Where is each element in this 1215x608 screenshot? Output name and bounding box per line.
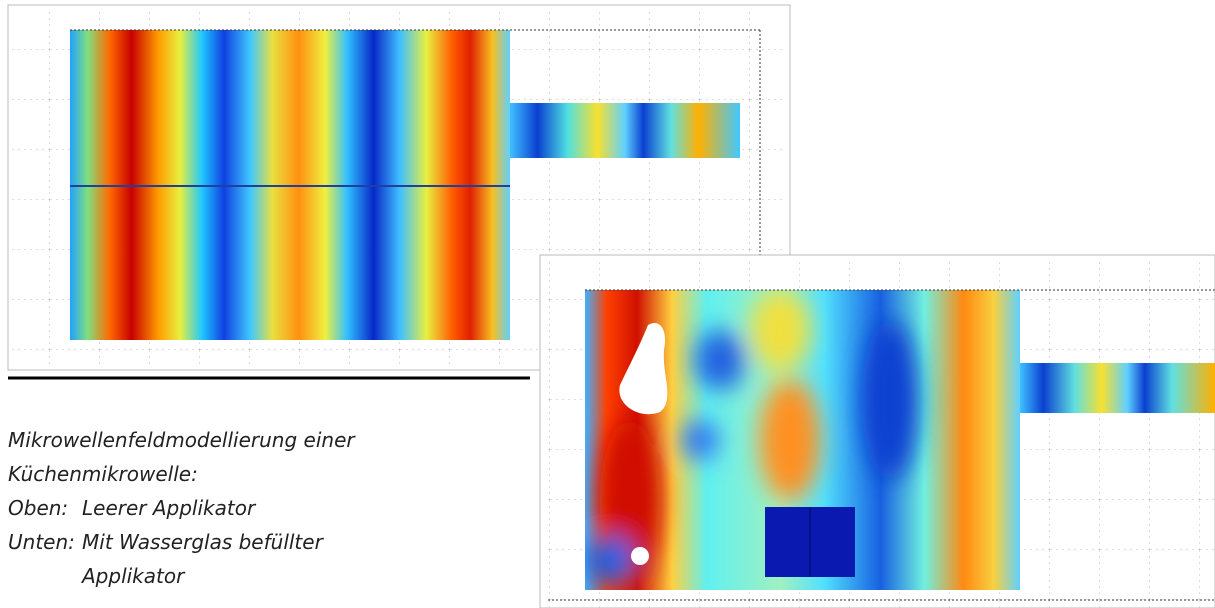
field-map xyxy=(585,290,1020,590)
caption-line: Küchenmikrowelle: xyxy=(8,457,355,491)
page: Mikrowellenfeldmodellierung einer Küchen… xyxy=(0,0,1215,608)
caption-text: Leerer Applikator xyxy=(82,496,255,520)
waveguide xyxy=(510,103,740,158)
caption-item: Oben:Leerer Applikator xyxy=(8,491,355,525)
caption-item: Unten:Mit Wasserglas befüllter xyxy=(8,525,355,559)
caption-label: Unten: xyxy=(8,525,82,559)
caption-text: Mit Wasserglas befüllter xyxy=(82,530,323,554)
caption-line: Mikrowellenfeldmodellierung einer xyxy=(8,423,355,457)
caption-label: Oben: xyxy=(8,491,82,525)
caption-text: Applikator xyxy=(8,559,355,593)
waveguide xyxy=(1020,363,1215,413)
caption-title: Mikrowellenfeldmodellierung einer Küchen… xyxy=(8,423,355,593)
